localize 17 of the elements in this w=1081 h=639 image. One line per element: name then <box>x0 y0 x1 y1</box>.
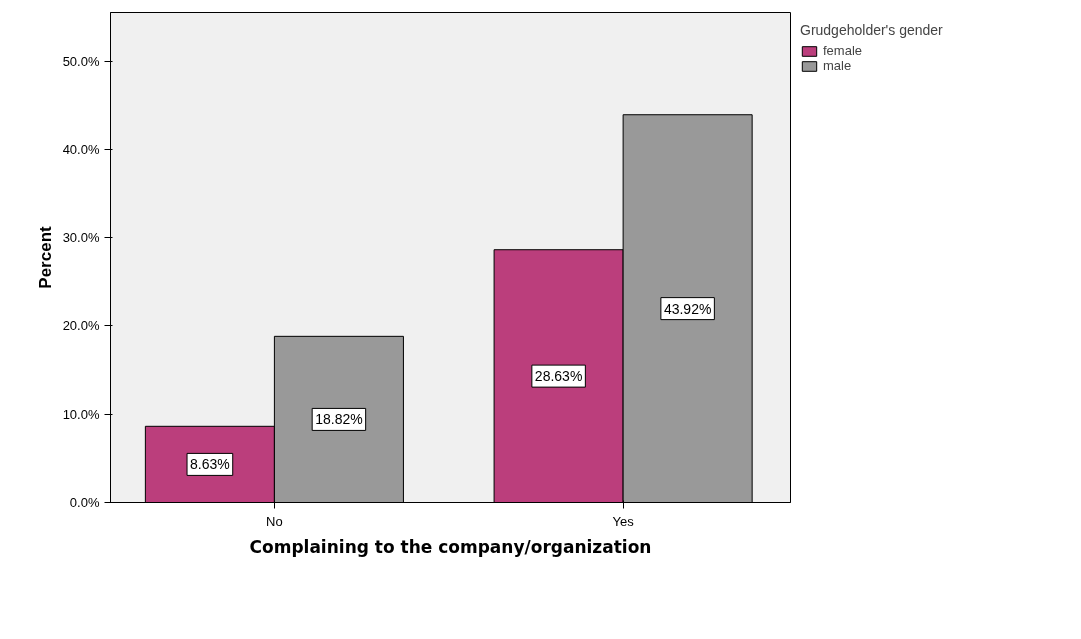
y-tick-label: 40.0% <box>62 141 100 157</box>
y-tick-label: 0.0% <box>69 495 100 510</box>
legend-title: Grudgeholder's gender <box>800 22 943 38</box>
y-tick-label: 30.0% <box>62 230 100 246</box>
y-axis-title: Percent <box>35 225 55 289</box>
legend-label: male <box>823 58 852 73</box>
data-label: 8.63% <box>190 456 230 473</box>
legend-label: female <box>823 43 863 58</box>
x-tick-label: No <box>266 513 283 529</box>
y-tick-label: 50.0% <box>62 53 100 69</box>
x-axis-title: Complaining to the company/organization <box>249 536 652 557</box>
y-tick-label: 10.0% <box>62 406 100 422</box>
data-label: 18.82% <box>315 411 363 428</box>
data-label: 28.63% <box>534 368 583 385</box>
x-tick-label: Yes <box>612 513 635 529</box>
data-label: 43.92% <box>663 300 712 317</box>
y-tick-label: 20.0% <box>62 318 100 334</box>
